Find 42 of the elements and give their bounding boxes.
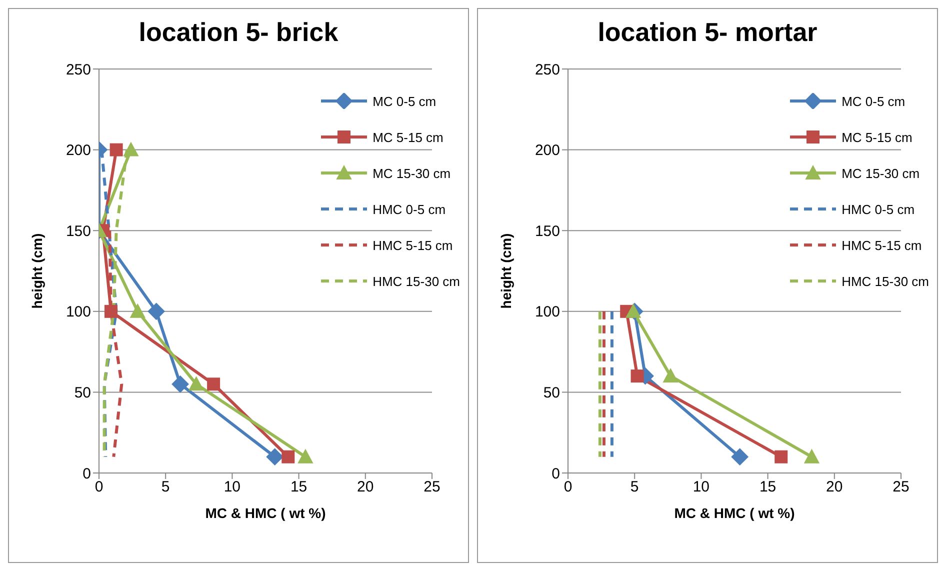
- y-tick-label: 150: [66, 222, 91, 240]
- y-tick-label: 200: [66, 142, 91, 160]
- y-axis-title: height (cm): [28, 233, 45, 309]
- legend-label: MC 5-15 cm: [842, 130, 912, 144]
- y-tick-label: 200: [534, 142, 560, 160]
- chart-title: location 5- brick: [138, 17, 340, 48]
- y-tick-label: 150: [534, 222, 560, 240]
- x-tick-label: 20: [826, 478, 843, 496]
- legend-label: HMC 0-5 cm: [372, 202, 446, 216]
- x-tick-label: 0: [94, 478, 104, 496]
- legend-label: MC 15-30 cm: [372, 166, 451, 180]
- x-tick-label: 10: [224, 478, 241, 496]
- y-tick-label: 0: [82, 465, 91, 482]
- x-tick-label: 10: [692, 478, 710, 496]
- y-tick-label: 250: [66, 61, 91, 78]
- legend-label: HMC 15-30 cm: [372, 274, 460, 288]
- legend-label: MC 15-30 cm: [842, 166, 920, 180]
- y-tick-label: 100: [66, 304, 91, 321]
- x-tick-label: 15: [290, 478, 308, 496]
- chart-title: location 5- mortar: [596, 17, 818, 48]
- x-axis-title: MC & HMC ( wt %): [205, 505, 326, 521]
- y-tick-label: 50: [74, 384, 91, 402]
- y-axis-title: height (cm): [498, 233, 514, 309]
- x-tick-label: 5: [161, 478, 170, 496]
- legend-label: HMC 5-15 cm: [372, 238, 453, 252]
- x-axis-title: MC & HMC ( wt %): [674, 505, 795, 521]
- y-tick-label: 50: [543, 384, 560, 402]
- legend-label: MC 5-15 cm: [372, 130, 444, 144]
- y-tick-label: 0: [552, 465, 560, 482]
- x-tick-label: 5: [630, 478, 639, 496]
- y-tick-label: 250: [534, 61, 560, 78]
- legend-label: MC 0-5 cm: [842, 94, 906, 108]
- x-tick-label: 25: [424, 478, 440, 496]
- legend-label: HMC 0-5 cm: [842, 202, 915, 216]
- legend-label: HMC 5-15 cm: [842, 238, 922, 252]
- x-tick-label: 15: [759, 478, 776, 496]
- y-tick-label: 100: [534, 304, 560, 321]
- x-tick-label: 25: [892, 478, 910, 496]
- legend-label: MC 0-5 cm: [372, 94, 436, 108]
- legend-label: HMC 15-30 cm: [842, 274, 929, 288]
- x-tick-label: 0: [564, 478, 572, 496]
- x-tick-label: 20: [357, 478, 374, 496]
